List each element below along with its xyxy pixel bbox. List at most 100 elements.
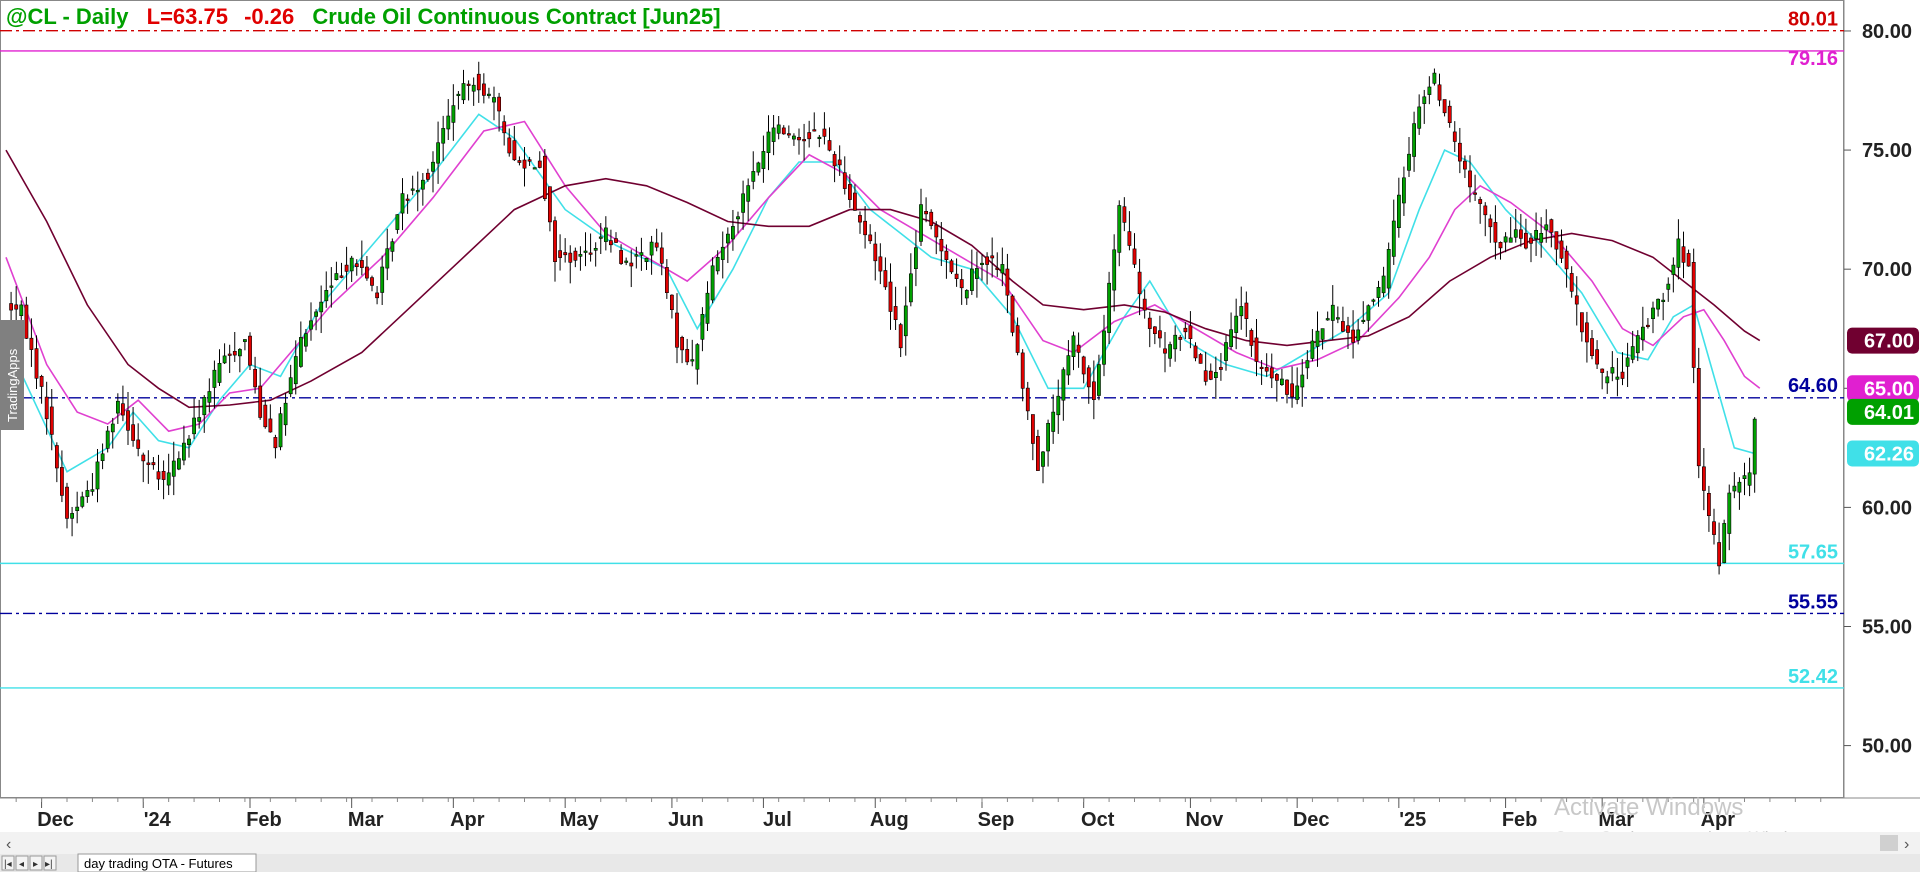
candle [863,206,868,249]
candle [822,112,827,145]
candle [207,378,212,413]
candle [1269,353,1274,389]
scroll-left-icon[interactable]: ‹ [6,836,11,853]
candle [507,128,512,157]
x-tick-label: Feb [1502,809,1538,831]
tab-nav-buttons[interactable]: |◂ ◂ ▸ ▸| [1,855,57,871]
candle [1412,111,1417,172]
candle [593,242,598,267]
tab-day-trading[interactable] [77,853,257,872]
candle [710,257,715,304]
price-badge-62.26: 62.26 [1847,440,1919,467]
candle [303,328,308,352]
candle [324,271,329,308]
x-tick-label: May [560,809,600,831]
candle [1168,341,1173,367]
candle [1239,286,1244,330]
candle [1727,484,1732,551]
candle [598,223,603,255]
candle [1549,218,1554,248]
x-tick-label: Aug [870,809,909,831]
title-symbol: @CL - Daily [6,4,129,29]
candle [1752,417,1757,493]
candle [1249,328,1254,357]
candle [888,263,893,330]
candle [1569,266,1574,298]
candle [100,443,105,470]
candle [1585,311,1589,363]
candle [1513,208,1518,243]
candle [781,125,786,135]
candle [1458,127,1462,174]
y-tick-label: 55.00 [1862,617,1912,639]
candle [1341,306,1345,333]
candle [908,253,913,307]
level-labels: 80.01 79.16 64.60 57.65 55.55 52.42 [1788,9,1838,688]
x-tick-label: '25 [1399,809,1426,831]
candle [1290,366,1295,408]
candle [258,367,263,420]
candle [1300,359,1305,407]
candle [542,148,547,202]
candle [1417,94,1422,135]
candle [1544,209,1549,243]
candle [1691,248,1696,384]
candle [166,453,171,496]
candle [481,73,486,104]
candle [1656,298,1661,317]
candle [1483,202,1488,237]
candle [1285,379,1289,404]
candle [974,251,979,298]
candle [858,211,862,234]
tab-day-trading-label: day trading OTA - Futures [84,856,233,871]
y-tick-label: 50.00 [1862,736,1912,758]
candle [1712,508,1716,545]
level-label-57.65: 57.65 [1788,541,1838,563]
price-badge-65.00: 65.00 [1847,375,1919,402]
candle [990,237,995,278]
candle [1295,367,1300,405]
candle [121,385,125,422]
candle [751,151,756,190]
svg-text:64.01: 64.01 [1864,402,1914,424]
candle [1208,363,1213,381]
plot-area[interactable] [0,0,1844,798]
candle [827,127,832,152]
scroll-right-icon[interactable]: › [1904,836,1909,853]
x-tick-label: Mar [348,809,384,831]
candle [954,258,959,287]
level-label-52.42: 52.42 [1788,666,1838,688]
candle [1051,394,1056,444]
candle [832,151,837,183]
candle [29,318,34,367]
horizontal-scrollbar[interactable] [0,832,1920,854]
candle [1142,289,1147,319]
candle [263,399,268,429]
candle [608,229,613,253]
candle [278,407,283,451]
candle [1005,253,1010,314]
candle [756,161,761,176]
candle [761,135,766,183]
candle [1361,301,1366,324]
candle [898,322,903,358]
candle [1620,352,1625,386]
candle [1747,457,1752,497]
candle [410,175,415,196]
candle [1330,285,1335,340]
candle [54,442,59,483]
candle [1031,414,1035,461]
candle [85,480,90,503]
candle [1366,304,1371,332]
candle [639,237,644,271]
candle [390,238,395,262]
scroll-thumb[interactable] [1880,835,1898,851]
candle [1234,298,1239,350]
candle [243,339,247,351]
candle [70,506,75,537]
candle [715,250,720,275]
candle [80,491,85,509]
candle [939,222,944,267]
candle [1498,241,1503,260]
